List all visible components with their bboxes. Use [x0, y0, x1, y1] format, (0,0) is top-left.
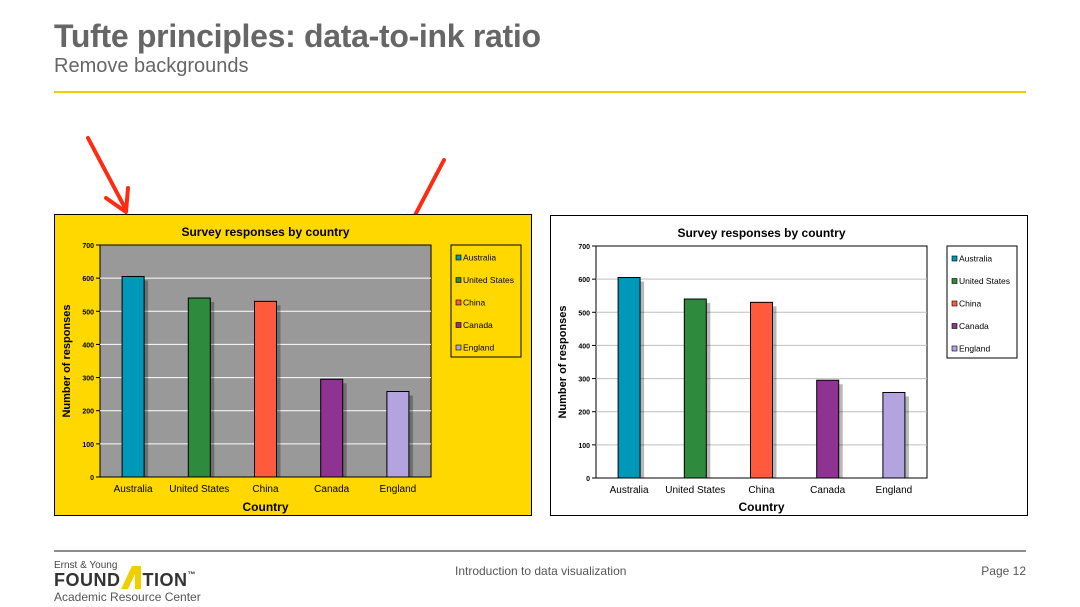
y-tick-label: 0	[90, 475, 94, 482]
x-tick-label: Canada	[810, 485, 845, 496]
x-tick-label: United States	[665, 485, 725, 496]
foundation-logo: Ernst & Young FOUND TION™ Academic Resour…	[54, 560, 214, 604]
x-axis-label: Country	[739, 500, 785, 514]
y-axis-label: Number of responses	[61, 304, 73, 417]
legend-swatch	[455, 277, 462, 283]
legend-swatch	[455, 254, 462, 261]
y-tick-label: 500	[578, 310, 590, 317]
y-tick-label: 700	[82, 243, 94, 250]
x-axis-label: Country	[243, 500, 289, 514]
bar-england	[386, 390, 410, 478]
y-tick-label: 100	[578, 443, 590, 450]
y-tick-label: 400	[578, 343, 590, 350]
chart-title: Survey responses by country	[677, 226, 845, 240]
arrow-chart-background-icon	[86, 136, 130, 214]
legend-swatch	[951, 323, 958, 329]
legend-box	[450, 244, 522, 358]
bar-united-states	[187, 297, 211, 478]
bar-england	[882, 391, 906, 479]
bar-china	[254, 300, 277, 478]
legend-swatch	[951, 255, 958, 262]
y-tick-label: 300	[578, 377, 590, 384]
y-tick-label: 500	[82, 309, 94, 316]
legend-swatch	[951, 345, 958, 352]
legend-box	[946, 245, 1018, 359]
logo-line3: Academic Resource Center	[54, 590, 201, 604]
x-tick-label: England	[380, 484, 417, 495]
slide-subtitle: Remove backgrounds	[54, 55, 249, 77]
x-tick-label: England	[876, 485, 913, 496]
y-tick-label: 0	[586, 476, 590, 483]
y-tick-label: 100	[82, 442, 94, 449]
legend-item: Canada	[959, 321, 989, 331]
legend-item: Australia	[463, 253, 496, 263]
logo-wordmark: FOUND TION™	[54, 570, 196, 590]
legend-item: United States	[463, 275, 514, 285]
bar-canada	[816, 379, 840, 479]
logo-line1: Ernst & Young	[54, 560, 118, 571]
x-tick-label: China	[252, 484, 279, 495]
y-axis-label: Number of responses	[557, 305, 569, 418]
legend-item: England	[959, 344, 990, 354]
legend-swatch	[951, 278, 958, 284]
x-tick-label: United States	[169, 484, 229, 495]
y-tick-label: 600	[578, 277, 590, 284]
legend-swatch	[455, 299, 462, 306]
legend-item: China	[463, 298, 485, 308]
y-tick-label: 200	[578, 410, 590, 417]
legend-item: Australia	[959, 254, 992, 264]
legend-swatch	[455, 344, 462, 351]
y-tick-label: 200	[82, 409, 94, 416]
chart-backgrounds-removed: 0 100 200 300 400 500 600 700 Australia United St…	[550, 215, 1028, 516]
legend-item: United States	[959, 276, 1010, 286]
legend-swatch	[455, 322, 462, 328]
legend-item: England	[463, 343, 494, 353]
x-tick-label: Australia	[610, 485, 649, 496]
bar-canada	[320, 378, 344, 478]
y-tick-label: 600	[82, 276, 94, 283]
footer-divider	[54, 550, 1026, 552]
x-tick-label: China	[748, 485, 775, 496]
y-tick-label: 400	[82, 342, 94, 349]
x-tick-label: Australia	[114, 484, 153, 495]
x-tick-label: Canada	[314, 484, 349, 495]
bar-australia	[617, 276, 641, 479]
bar-china	[750, 301, 773, 479]
legend-item: China	[959, 299, 981, 309]
chart-title: Survey responses by country	[181, 225, 349, 239]
title-divider	[54, 91, 1026, 93]
legend-swatch	[951, 300, 958, 307]
y-tick-label: 300	[82, 376, 94, 383]
legend-item: Canada	[463, 320, 493, 330]
bar-australia	[121, 275, 145, 478]
y-tick-label: 700	[578, 244, 590, 251]
slide-title: Tufte principles: data-to-ink ratio	[54, 18, 541, 54]
page-number: Page 12	[981, 564, 1026, 578]
footer-course-title: Introduction to data visualization	[455, 564, 627, 578]
bar-united-states	[683, 298, 707, 479]
chart-with-backgrounds: 0 100 200 300 400 500 600 700 Australia United St…	[54, 214, 532, 516]
logo-a-icon	[121, 566, 141, 589]
